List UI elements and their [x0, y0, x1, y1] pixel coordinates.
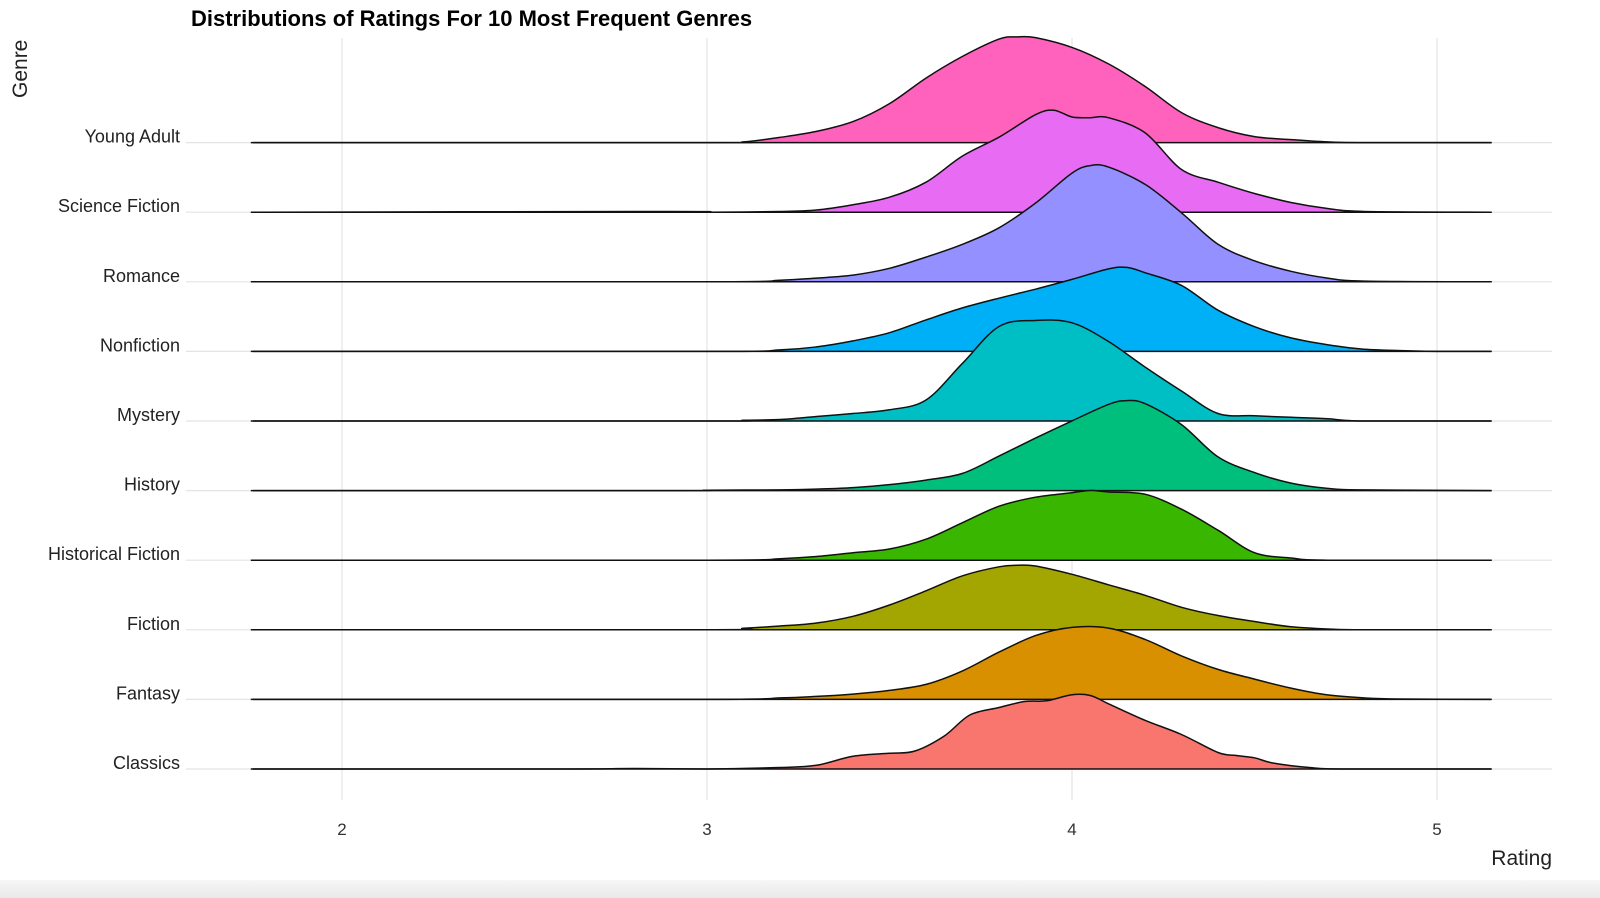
ridge-outline — [250, 109, 1492, 213]
x-tick-labels: 2 3 4 5 — [337, 820, 1441, 839]
ridge-fill — [250, 36, 1492, 143]
x-tick-label: 3 — [702, 820, 711, 839]
genre-label: Science Fiction — [58, 196, 180, 216]
genre-label: Fiction — [127, 614, 180, 634]
ridge-outline — [250, 266, 1492, 353]
genre-label: Young Adult — [85, 127, 180, 147]
ridge-outline — [250, 693, 1492, 770]
ridge-outline — [250, 399, 1492, 492]
ridge-fill — [250, 565, 1492, 630]
genre-label: Classics — [113, 753, 180, 773]
genre-label: Fantasy — [116, 683, 180, 703]
x-tick-label: 4 — [1067, 820, 1076, 839]
ridge-outline — [250, 625, 1492, 701]
ridge-outline — [250, 319, 1492, 422]
ridge-outline — [250, 489, 1492, 561]
ridge-science-fiction — [250, 109, 1492, 213]
ridge-fill — [250, 164, 1492, 282]
ridge-fill — [250, 490, 1492, 561]
horizontal-gridlines — [186, 142, 1552, 770]
genre-label: History — [124, 475, 180, 495]
ridge-fill — [250, 267, 1492, 352]
x-tick-label: 2 — [337, 820, 346, 839]
ridge-fantasy — [250, 625, 1492, 701]
ridge-outline — [250, 35, 1492, 144]
ridge-romance — [250, 164, 1492, 283]
ridge-mystery — [250, 319, 1492, 422]
ridge-nonfiction — [250, 266, 1492, 353]
ridge-layer — [250, 35, 1492, 770]
ridge-classics — [250, 693, 1492, 770]
genre-label: Mystery — [117, 405, 180, 425]
genre-label: Nonfiction — [100, 335, 180, 355]
genre-labels: Classics Fantasy Fiction Historical Fiction… — [48, 127, 180, 773]
ridge-outline — [250, 164, 1492, 283]
window-bottom-edge — [0, 880, 1600, 898]
y-axis-title: Genre — [9, 40, 32, 98]
chart-title: Distributions of Ratings For 10 Most Fre… — [191, 6, 752, 31]
ridge-fiction — [250, 564, 1492, 631]
ridge-fill — [250, 694, 1492, 769]
x-tick-label: 5 — [1432, 820, 1441, 839]
ridge-fill — [250, 400, 1492, 491]
genre-label: Romance — [103, 266, 180, 286]
ridge-history — [250, 399, 1492, 492]
ridge-outline — [250, 564, 1492, 631]
genre-label: Historical Fiction — [48, 544, 180, 564]
ridge-young-adult — [250, 35, 1492, 144]
ridge-fill — [250, 320, 1492, 421]
ridge-fill — [250, 626, 1492, 700]
ridge-historical-fiction — [250, 489, 1492, 561]
x-axis-title: Rating — [1491, 847, 1552, 870]
ridge-fill — [250, 110, 1492, 213]
